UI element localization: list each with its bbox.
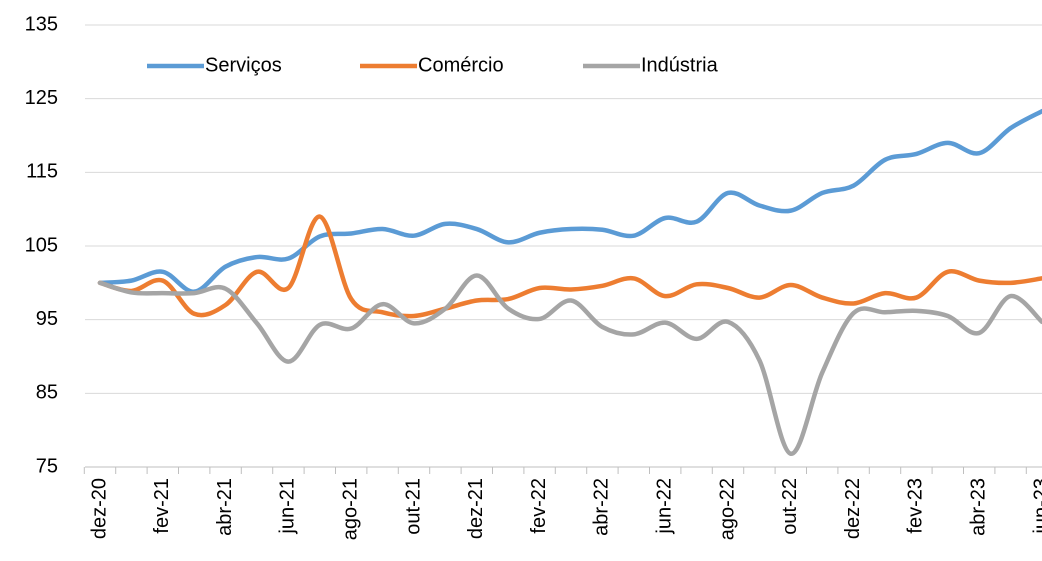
series-line — [97, 273, 1042, 456]
y-tick-label: 135 — [25, 13, 58, 35]
legend-label: Serviços — [205, 54, 282, 76]
x-tick-label: dez-22 — [842, 478, 864, 539]
x-tick-label: jun-21 — [277, 478, 299, 535]
legend-label: Indústria — [641, 54, 719, 76]
x-tick-label: out-22 — [779, 478, 801, 535]
x-tick-label: out-21 — [402, 478, 424, 535]
series-line — [97, 108, 1042, 294]
y-tick-label: 95 — [36, 308, 58, 330]
x-tick-label: abr-23 — [967, 478, 989, 536]
y-tick-label: 105 — [25, 234, 58, 256]
y-tick-label: 115 — [26, 161, 58, 183]
x-tick-label: abr-21 — [214, 478, 236, 536]
y-tick-label: 75 — [36, 455, 58, 477]
x-tick-label: jun-22 — [653, 478, 675, 535]
x-tick-label: fev-22 — [528, 478, 550, 534]
y-tick-label: 85 — [36, 382, 58, 404]
x-tick-label: fev-23 — [905, 478, 927, 534]
x-tick-label: ago-21 — [339, 478, 361, 540]
series-line — [97, 214, 1042, 319]
x-tick-label: dez-20 — [88, 478, 110, 539]
y-tick-label: 125 — [25, 87, 58, 109]
x-tick-label: abr-22 — [591, 478, 613, 536]
x-tick-label: fev-21 — [151, 478, 173, 534]
x-tick-label: jun-23 — [1030, 478, 1042, 535]
legend-label: Comércio — [418, 54, 504, 76]
x-tick-label: ago-22 — [716, 478, 738, 540]
x-tick-label: dez-21 — [465, 478, 487, 539]
